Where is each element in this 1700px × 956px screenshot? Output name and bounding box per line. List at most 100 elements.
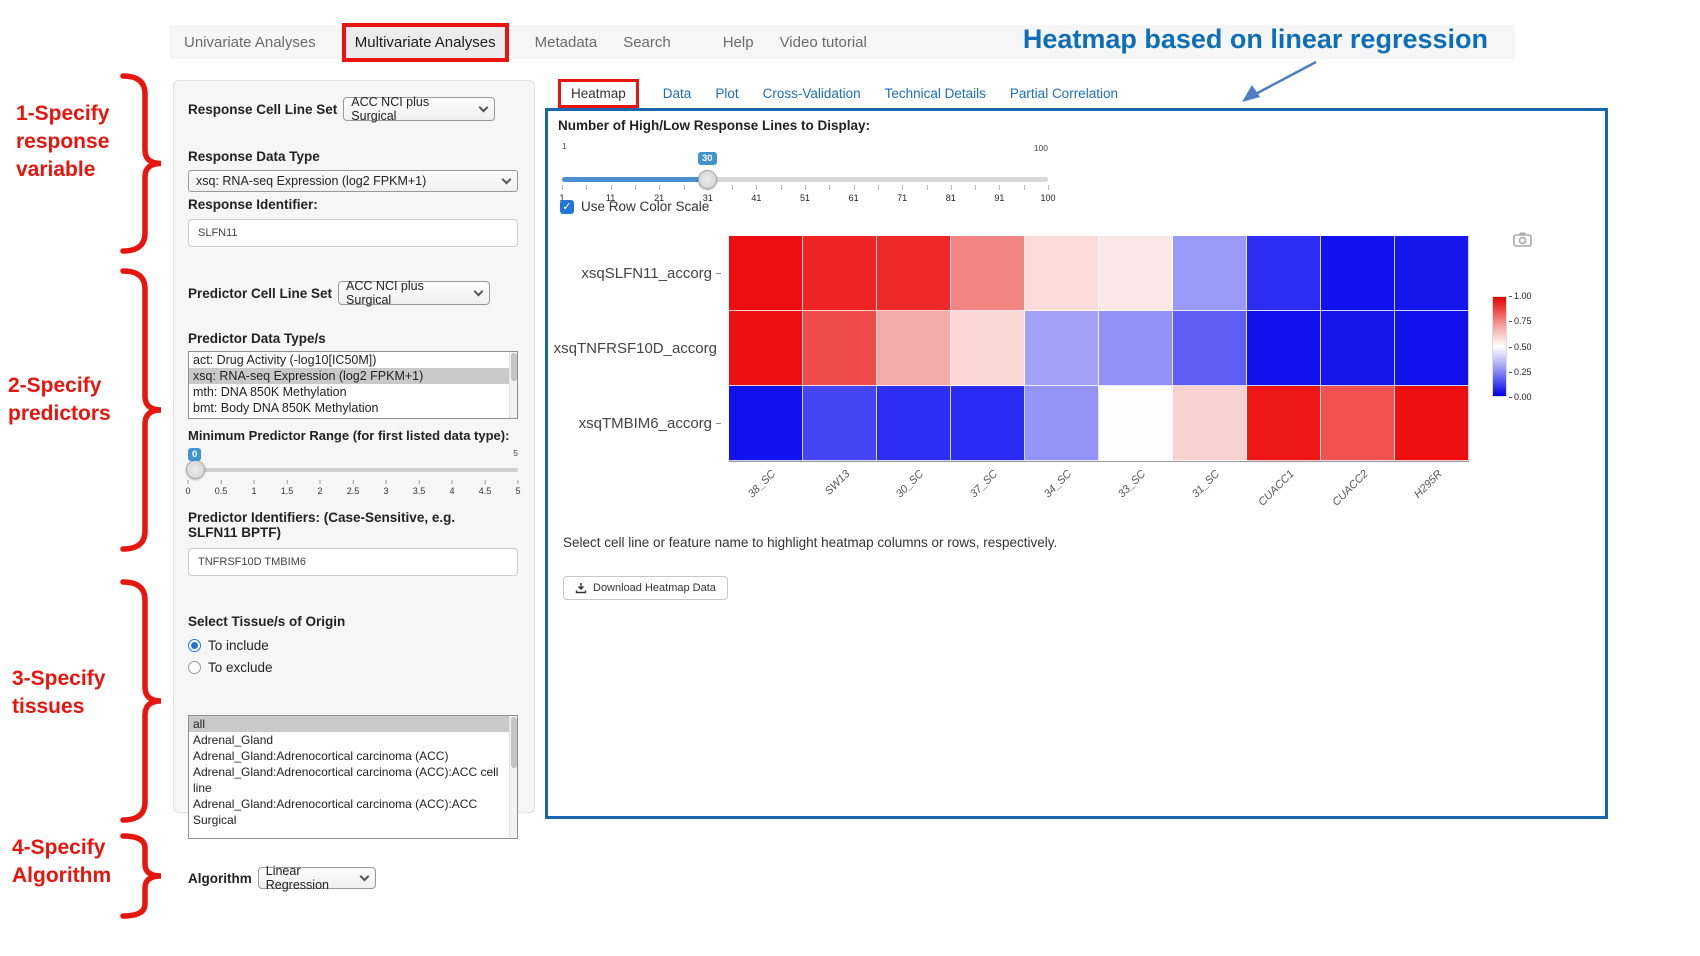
tissue-option-all[interactable]: all bbox=[189, 716, 517, 732]
heatmap-cell-xsqtmbim6-accorg-cuacc2[interactable] bbox=[1321, 386, 1395, 461]
tick-label: 41 bbox=[751, 193, 762, 203]
tissue-listbox[interactable]: all Adrenal_Gland Adrenal_Gland:Adrenocort… bbox=[188, 715, 518, 839]
nav-item-metadata[interactable]: Metadata bbox=[534, 33, 598, 51]
heatmap-cell-xsqtmbim6-accorg-37-sc[interactable] bbox=[951, 386, 1025, 461]
scrollbar-thumb[interactable] bbox=[511, 717, 517, 769]
heatmap-cell-xsqtnfrsf10d-accorg-34-sc[interactable] bbox=[1025, 311, 1099, 386]
heatmap-column-label-h295r[interactable]: H295R bbox=[1411, 468, 1445, 501]
nav-item-multivariate-analyses[interactable]: Multivariate Analyses bbox=[341, 22, 509, 62]
predictor-data-types-label: Predictor Data Type/s bbox=[188, 331, 326, 346]
tissue-option-adrenal-gland-adrenocortical-carcinoma-a[interactable]: Adrenal_Gland:Adrenocortical carcinoma (… bbox=[193, 765, 499, 795]
tissue-include-radio[interactable]: To include bbox=[188, 638, 518, 653]
scrollbar[interactable] bbox=[509, 716, 517, 838]
tissue-option-adrenal-gland-adrenocortical-carcinoma-a[interactable]: Adrenal_Gland:Adrenocortical carcinoma (… bbox=[193, 797, 478, 827]
heatmap-cell-xsqslfn11-accorg-33-sc[interactable] bbox=[1099, 236, 1173, 311]
heatmap-cell-xsqslfn11-accorg-h295r[interactable] bbox=[1395, 236, 1469, 311]
predictor-type-option-mth-dna-850k-methylation[interactable]: mth: DNA 850K Methylation bbox=[193, 385, 347, 399]
heatmap-column-label-34-sc[interactable]: 34_SC bbox=[1042, 468, 1075, 501]
heatmap-cell-xsqslfn11-accorg-sw13[interactable] bbox=[803, 236, 877, 311]
heatmap-column-label-cuacc2[interactable]: CUACC2 bbox=[1330, 468, 1371, 509]
heatmap-cell-xsqslfn11-accorg-31-sc[interactable] bbox=[1173, 236, 1247, 311]
scrollbar-thumb[interactable] bbox=[511, 353, 517, 381]
heatmap-cell-xsqslfn11-accorg-30-sc[interactable] bbox=[877, 236, 951, 311]
heatmap-column-label-38-sc[interactable]: 38_SC bbox=[746, 468, 779, 501]
heatmap-cell-xsqslfn11-accorg-37-sc[interactable] bbox=[951, 236, 1025, 311]
heatmap: xsqSLFN11_accorg xsqTNFRSF10D_accorg xsqTM… bbox=[554, 236, 1469, 461]
nav-item-univariate-analyses[interactable]: Univariate Analyses bbox=[184, 33, 316, 51]
heatmap-row-label-xsqtnfrsf10d-accorg[interactable]: xsqTNFRSF10D_accorg bbox=[554, 311, 729, 386]
heatmap-cell-xsqslfn11-accorg-cuacc2[interactable] bbox=[1321, 236, 1395, 311]
heatmap-column-label-cuacc1[interactable]: CUACC1 bbox=[1256, 468, 1297, 509]
heatmap-cell-xsqtmbim6-accorg-31-sc[interactable] bbox=[1173, 386, 1247, 461]
min-predictor-range-slider: 0 5 0 0.5 1 1.5 2 2.5 3 3.5 4 4.5 5 bbox=[185, 446, 521, 498]
heatmap-column-label-37-sc[interactable]: 37_SC bbox=[968, 468, 1001, 501]
scrollbar[interactable] bbox=[509, 352, 517, 418]
heatmap-column-label-31-sc[interactable]: 31_SC bbox=[1190, 468, 1223, 501]
heatmap-cell-xsqtnfrsf10d-accorg-sw13[interactable] bbox=[803, 311, 877, 386]
camera-icon[interactable] bbox=[1513, 231, 1532, 247]
tab-cross-validation[interactable]: Cross-Validation bbox=[762, 85, 861, 101]
minor-tick bbox=[853, 185, 855, 190]
tissue-option-adrenal-gland-adrenocortical-carcinoma-a[interactable]: Adrenal_Gland:Adrenocortical carcinoma (… bbox=[193, 749, 449, 763]
range-slider-value-bubble: 0 bbox=[188, 448, 202, 461]
tab-technical-details[interactable]: Technical Details bbox=[884, 85, 986, 101]
heatmap-cell-xsqtnfrsf10d-accorg-cuacc2[interactable] bbox=[1321, 311, 1395, 386]
response-identifier-input[interactable] bbox=[188, 219, 518, 247]
heatmap-column-label-33-sc[interactable]: 33_SC bbox=[1116, 468, 1149, 501]
tissue-exclude-radio[interactable]: To exclude bbox=[188, 660, 518, 675]
heatmap-cell-xsqtmbim6-accorg-cuacc1[interactable] bbox=[1247, 386, 1321, 461]
tab-plot[interactable]: Plot bbox=[715, 85, 739, 101]
nav-item-search[interactable]: Search bbox=[623, 33, 671, 51]
predictor-cell-line-set-select[interactable]: ACC NCI plus Surgical bbox=[338, 279, 491, 307]
tick: 4.5 bbox=[479, 480, 491, 496]
heatmap-cell-xsqtmbim6-accorg-h295r[interactable] bbox=[1395, 386, 1469, 461]
lines-slider-track[interactable] bbox=[562, 177, 1048, 182]
algorithm-value: Linear Regression bbox=[265, 864, 329, 892]
tab-partial-correlation[interactable]: Partial Correlation bbox=[1009, 85, 1118, 101]
range-slider-track[interactable] bbox=[188, 468, 518, 472]
heatmap-cell-xsqslfn11-accorg-cuacc1[interactable] bbox=[1247, 236, 1321, 311]
response-data-type-select[interactable]: xsq: RNA-seq Expression (log2 FPKM+1) bbox=[188, 170, 518, 192]
heatmap-row-label-xsqtmbim6-accorg[interactable]: xsqTMBIM6_accorg bbox=[554, 386, 729, 461]
heatmap-row-label-xsqslfn11-accorg[interactable]: xsqSLFN11_accorg bbox=[554, 236, 729, 311]
response-cell-line-set-select[interactable]: ACC NCI plus Surgical bbox=[343, 95, 496, 123]
heatmap-cell-xsqtnfrsf10d-accorg-h295r[interactable] bbox=[1395, 311, 1469, 386]
heatmap-cell-xsqtnfrsf10d-accorg-30-sc[interactable] bbox=[877, 311, 951, 386]
heatmap-cell-xsqtmbim6-accorg-30-sc[interactable] bbox=[877, 386, 951, 461]
algorithm-select[interactable]: Linear Regression bbox=[257, 864, 376, 892]
predictor-type-option-xsq-rna-seq-expression-log2-fpkm-1[interactable]: xsq: RNA-seq Expression (log2 FPKM+1) bbox=[189, 368, 517, 384]
heatmap-cell-xsqtnfrsf10d-accorg-37-sc[interactable] bbox=[951, 311, 1025, 386]
heatmap-column-label-sw13[interactable]: SW13 bbox=[822, 468, 853, 498]
heatmap-cell-xsqtnfrsf10d-accorg-cuacc1[interactable] bbox=[1247, 311, 1321, 386]
annotation-step-1: 1-Specify response variable bbox=[16, 102, 110, 181]
heatmap-column-label-30-sc[interactable]: 30_SC bbox=[894, 468, 927, 501]
heatmap-cell-xsqtmbim6-accorg-38-sc[interactable] bbox=[729, 386, 803, 461]
tissue-option-adrenal-gland[interactable]: Adrenal_Gland bbox=[193, 733, 274, 747]
predictor-type-option-act-drug-activity-log10-ic50m[interactable]: act: Drug Activity (-log10[IC50M]) bbox=[193, 353, 377, 367]
lines-slider-handle[interactable] bbox=[698, 170, 717, 189]
tab-data[interactable]: Data bbox=[662, 85, 692, 101]
predictor-identifiers-input[interactable] bbox=[188, 548, 518, 576]
predictor-type-option-bmt-body-dna-850k-methylation[interactable]: bmt: Body DNA 850K Methylation bbox=[193, 401, 379, 415]
heatmap-cell-xsqtnfrsf10d-accorg-33-sc[interactable] bbox=[1099, 311, 1173, 386]
nav-item-help[interactable]: Help bbox=[722, 33, 754, 51]
annotation-bracket-3 bbox=[120, 579, 162, 823]
nav-item-video-tutorial[interactable]: Video tutorial bbox=[779, 33, 867, 51]
predictor-data-types-listbox[interactable]: act: Drug Activity (-log10[IC50M]) xsq: R… bbox=[188, 351, 518, 419]
heatmap-cell-xsqtnfrsf10d-accorg-31-sc[interactable] bbox=[1173, 311, 1247, 386]
row-color-scale-checkbox[interactable]: ✓ Use Row Color Scale bbox=[560, 199, 709, 214]
checkbox-checked-icon: ✓ bbox=[560, 199, 574, 214]
download-heatmap-data-button[interactable]: Download Heatmap Data bbox=[563, 576, 728, 600]
heatmap-cell-xsqtmbim6-accorg-sw13[interactable] bbox=[803, 386, 877, 461]
heatmap-cell-xsqslfn11-accorg-38-sc[interactable] bbox=[729, 236, 803, 311]
tab-heatmap[interactable]: Heatmap bbox=[558, 78, 639, 108]
tick: 0 bbox=[185, 480, 191, 496]
heatmap-cell-xsqtmbim6-accorg-33-sc[interactable] bbox=[1099, 386, 1173, 461]
tick-label: 1 bbox=[251, 486, 257, 496]
heatmap-cell-xsqtmbim6-accorg-34-sc[interactable] bbox=[1025, 386, 1099, 461]
tick-label: 11 bbox=[605, 193, 616, 203]
heatmap-cell-xsqslfn11-accorg-34-sc[interactable] bbox=[1025, 236, 1099, 311]
settings-sidebar: Response Cell Line Set ACC NCI plus Surg… bbox=[173, 80, 535, 892]
range-slider-handle[interactable] bbox=[186, 460, 205, 479]
heatmap-cell-xsqtnfrsf10d-accorg-38-sc[interactable] bbox=[729, 311, 803, 386]
